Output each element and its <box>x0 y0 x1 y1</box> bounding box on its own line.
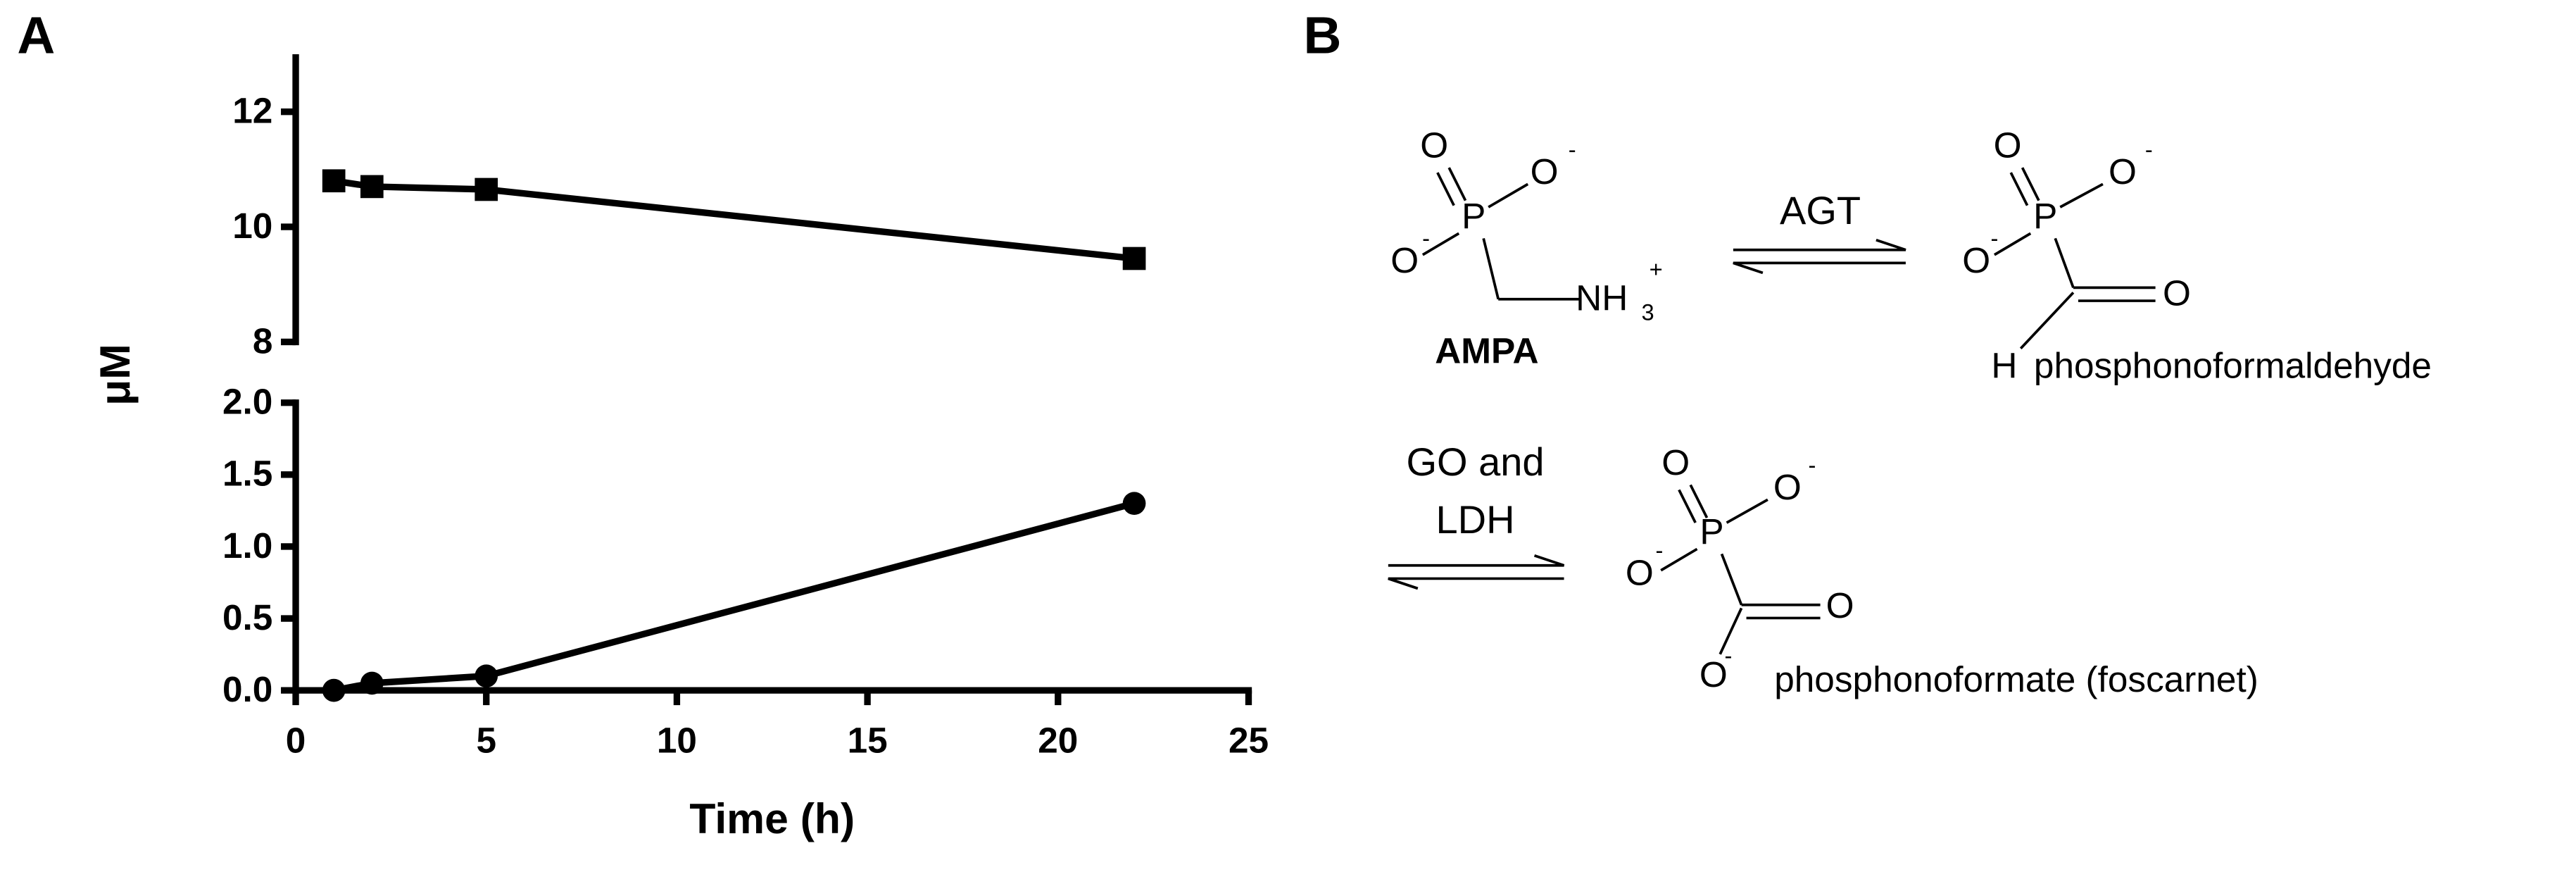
atom-label: O <box>1994 125 2022 166</box>
bond <box>1488 182 1529 208</box>
marker <box>475 177 498 201</box>
atom-label: O <box>1420 125 1448 166</box>
marker <box>1122 247 1146 270</box>
atom-label: - <box>2145 136 2153 162</box>
atom-label: O <box>1661 442 1690 482</box>
y-tick-label: 12 <box>232 91 272 131</box>
atom-label: - <box>1724 642 1732 668</box>
atom-label: - <box>1655 537 1663 563</box>
atom-label: P <box>1699 511 1723 552</box>
atom-label: - <box>1422 225 1430 251</box>
panel-label: A <box>17 6 55 65</box>
series-line <box>333 500 1136 694</box>
atom-label: NH <box>1576 278 1628 318</box>
marker <box>322 169 346 193</box>
equilibrium-arrow <box>1733 238 1906 275</box>
bond <box>2021 167 2040 201</box>
atom-label: H <box>1991 345 2017 385</box>
atom-label: O <box>2109 151 2137 192</box>
bond <box>1421 232 1460 256</box>
marker <box>360 671 384 695</box>
bond <box>2059 182 2104 208</box>
x-axis-label: Time (h) <box>689 795 855 842</box>
atom-label: O <box>1699 654 1728 695</box>
x-tick-label: 20 <box>1038 720 1078 760</box>
y-axis-label: μM <box>91 344 139 406</box>
atom-label: - <box>1569 136 1576 162</box>
y-tick-label: 0.5 <box>222 597 272 637</box>
marker <box>1122 492 1146 516</box>
bond <box>1720 553 1743 606</box>
arrow-label: GO and <box>1406 440 1544 484</box>
marker <box>360 175 384 199</box>
x-tick-label: 15 <box>848 720 888 760</box>
marker <box>322 678 346 702</box>
y-tick-label: 2.0 <box>222 382 272 422</box>
atom-label: P <box>2033 196 2057 236</box>
arrow-label: LDH <box>1436 497 1515 542</box>
atom-label: O <box>1626 552 1654 592</box>
y-tick-label: 0.0 <box>222 669 272 709</box>
atom-label: O <box>1531 151 1559 192</box>
bond <box>1678 489 1697 523</box>
atom-label: O <box>1773 467 1802 507</box>
atom-label: 3 <box>1641 299 1654 325</box>
bond <box>2009 172 2029 206</box>
marker <box>475 664 498 688</box>
atom-label: + <box>1650 256 1663 282</box>
atom-label: O <box>1962 240 1990 280</box>
atom-label: - <box>1990 225 1998 251</box>
series-line <box>333 177 1135 262</box>
bond <box>1993 232 2032 256</box>
compound-name: AMPA <box>1435 330 1538 370</box>
bond <box>1436 172 1455 206</box>
atom-label: - <box>1808 451 1816 478</box>
y-tick-label: 1.5 <box>222 454 272 494</box>
bond <box>1660 547 1698 572</box>
atom-label: O <box>2163 273 2191 313</box>
bond <box>1482 237 1500 300</box>
panel-label: B <box>1304 6 1342 65</box>
arrow-label: AGT <box>1780 188 1861 232</box>
x-tick-label: 10 <box>657 720 697 760</box>
x-tick-label: 0 <box>286 720 306 760</box>
bond <box>1689 484 1709 518</box>
bond <box>1719 607 1743 655</box>
x-tick-label: 25 <box>1229 720 1269 760</box>
equilibrium-arrow <box>1388 554 1565 590</box>
bond <box>1447 167 1467 201</box>
atom-label: P <box>1462 196 1485 236</box>
bond <box>1726 498 1768 524</box>
compound-name: phosphonoformaldehyde <box>2034 345 2432 385</box>
y-tick-label: 1.0 <box>222 525 272 566</box>
bond <box>2054 237 2075 289</box>
compound-name: phosphonoformate (foscarnet) <box>1774 659 2258 699</box>
x-tick-label: 5 <box>476 720 496 760</box>
atom-label: O <box>1826 585 1854 625</box>
atom-label: O <box>1390 240 1419 280</box>
y-tick-label: 10 <box>232 206 272 246</box>
bond <box>2019 292 2075 350</box>
y-tick-label: 8 <box>253 320 273 361</box>
